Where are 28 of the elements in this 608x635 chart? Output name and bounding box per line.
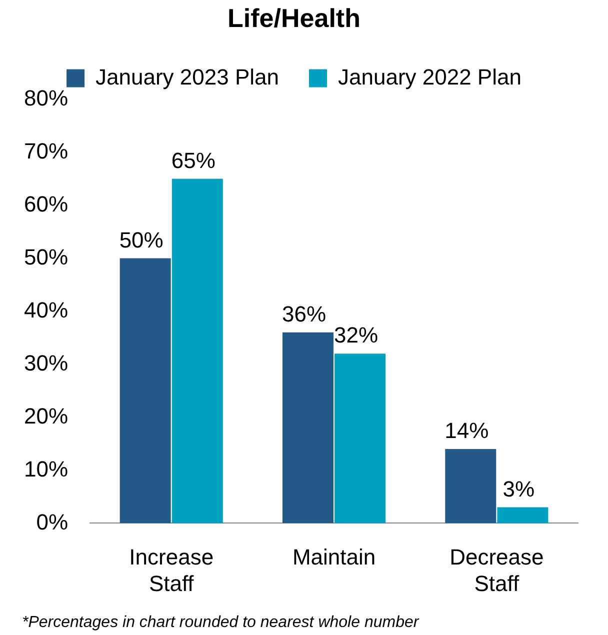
y-tick-label: 50% bbox=[24, 244, 68, 270]
text: *Percentages in chart rounded to nearest whole number bbox=[22, 614, 419, 632]
y-tick-label: 30% bbox=[24, 350, 68, 376]
bar bbox=[334, 354, 386, 524]
y-tick-label: 70% bbox=[24, 138, 68, 164]
x-tick-label: Decrease Staff bbox=[450, 544, 544, 596]
legend-label: January 2023 Plan bbox=[96, 64, 280, 90]
data-label: 3% bbox=[502, 476, 535, 502]
y-tick-label: 20% bbox=[24, 403, 68, 428]
y-tick-label: 10% bbox=[24, 456, 68, 482]
y-tick-label: 80% bbox=[24, 85, 68, 110]
y-tick-label: 0% bbox=[36, 509, 68, 534]
data-label: 36% bbox=[282, 301, 326, 326]
bar bbox=[120, 258, 171, 524]
legend-label: January 2022 Plan bbox=[338, 64, 522, 90]
x-tick-label: Increase Staff bbox=[129, 544, 214, 596]
data-label: 32% bbox=[334, 322, 378, 348]
data-label: 14% bbox=[444, 418, 489, 444]
bar bbox=[497, 507, 548, 524]
bar bbox=[445, 449, 496, 524]
bar bbox=[172, 178, 223, 524]
bar bbox=[282, 332, 334, 524]
y-tick-label: 40% bbox=[24, 297, 68, 322]
y-tick-label: 60% bbox=[24, 191, 68, 216]
data-label: 65% bbox=[171, 148, 216, 173]
data-label: 50% bbox=[119, 227, 164, 252]
x-tick-label: Maintain bbox=[292, 544, 376, 570]
chart-title: Life/Health bbox=[228, 2, 360, 33]
